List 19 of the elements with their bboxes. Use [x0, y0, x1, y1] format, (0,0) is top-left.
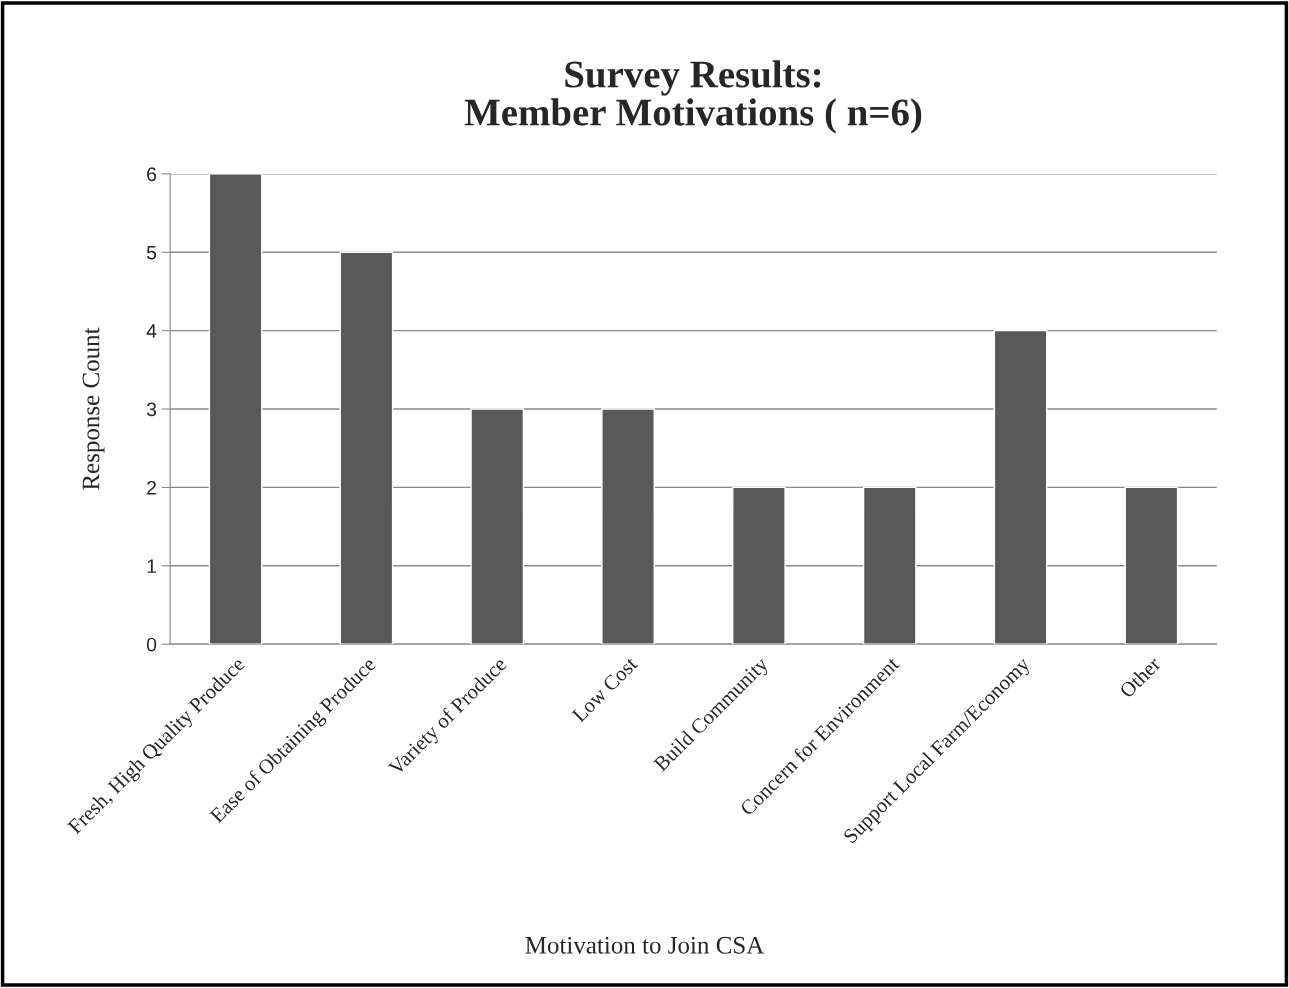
- y-tick-label: 2: [147, 480, 156, 495]
- y-tick-label: 3: [146, 402, 157, 417]
- bar: [601, 408, 655, 645]
- y-tick-label: 0: [146, 637, 157, 652]
- bar: [1124, 486, 1179, 645]
- x-tick-label: Low Cost: [571, 655, 639, 723]
- bar: [732, 486, 786, 645]
- chart-title: Survey Results: Member Motivations ( n=6): [464, 60, 922, 134]
- bar: [993, 329, 1048, 645]
- bar: [862, 486, 917, 645]
- x-axis-title: Motivation to Join CSA: [525, 936, 765, 954]
- y-tick-label: 4: [146, 324, 157, 338]
- y-tick-label: 1: [147, 559, 157, 573]
- bar: [470, 408, 525, 645]
- y-tick-label: 5: [146, 245, 157, 260]
- bar: [339, 251, 394, 645]
- bar: [208, 173, 263, 645]
- y-axis-title: Response Count: [82, 327, 105, 490]
- y-tick-label: 6: [147, 167, 157, 182]
